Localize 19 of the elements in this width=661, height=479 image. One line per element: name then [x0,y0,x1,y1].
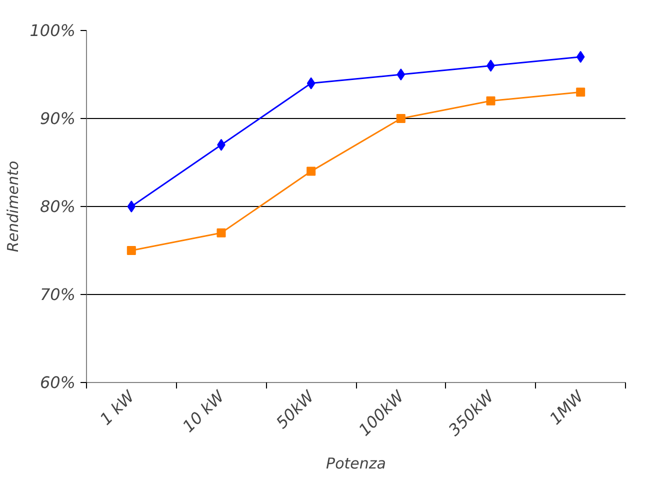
point [126,246,136,255]
point [306,166,316,176]
point [396,114,406,123]
point [576,88,586,97]
x-tick-label: 1 kW [96,386,139,429]
y-tick-label: 70% [40,285,76,304]
point [216,228,226,238]
y-tick-label: 60% [40,373,76,392]
y-tick-label: 80% [40,197,76,216]
point [576,50,585,63]
point [396,68,406,80]
y-tick-label: 100% [30,21,76,40]
point [486,96,496,106]
x-axis-title: Potenza [326,454,386,472]
y-tick-label: 90% [40,109,76,128]
x-tick-label: 10 kW [178,386,229,436]
y-axis-title: Rendimento [4,160,22,252]
point [306,77,316,90]
point [127,200,136,212]
